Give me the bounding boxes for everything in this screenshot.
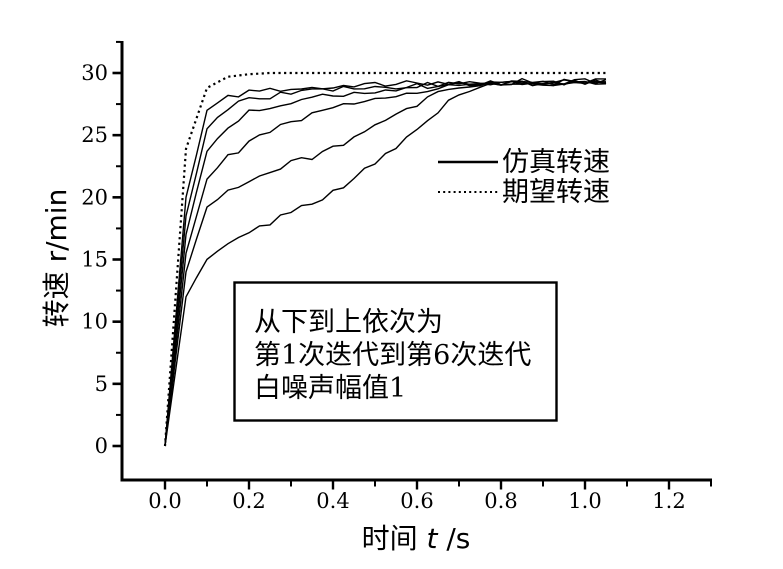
x-tick-label: 0.4 <box>316 489 349 513</box>
x-axis-label-variable: t <box>426 522 438 555</box>
y-axis-label: 转速 r/min <box>40 189 73 328</box>
curve-iteration-2 <box>164 78 607 447</box>
x-tick-label: 0.2 <box>232 489 265 513</box>
y-tick-label: 25 <box>81 123 108 147</box>
y-axis-label-cjk: 转速 <box>40 262 73 327</box>
y-tick-label: 0 <box>95 434 108 458</box>
y-axis-label-unit: r/min <box>40 189 73 263</box>
x-axis-label-unit: /s <box>446 522 470 555</box>
annotation-line-3: 白噪声幅值1 <box>254 373 406 404</box>
annotation-line-1: 从下到上依次为 <box>254 307 443 338</box>
y-tick-label: 30 <box>81 61 108 85</box>
legend-label-expected-speed: 期望转速 <box>502 177 610 208</box>
x-axis-label-cjk: 时间 <box>362 522 427 555</box>
axis-ticks <box>112 40 712 490</box>
axes <box>120 41 712 482</box>
legend-label-simulated-speed: 仿真转速 <box>502 147 610 178</box>
y-tick-label: 5 <box>95 372 108 396</box>
y-tick-label: 10 <box>81 310 108 334</box>
y-tick-label: 20 <box>81 185 108 209</box>
legend: 仿真转速 期望转速 <box>438 147 610 208</box>
axis-tick-labels: 0.0 0.2 0.4 0.6 0.8 1.0 1.2 0 5 10 15 20 25 30 <box>81 61 685 513</box>
annotation-box: 从下到上依次为 第1次迭代到第6次迭代 白噪声幅值1 <box>233 281 558 422</box>
curve-iteration-4 <box>164 78 607 447</box>
annotation-border <box>233 281 558 422</box>
x-tick-label: 0.8 <box>484 489 517 513</box>
x-axis-label: 时间 t /s <box>362 522 471 555</box>
y-tick-label: 15 <box>81 248 108 272</box>
x-tick-label: 1.2 <box>652 489 685 513</box>
x-tick-label: 0.6 <box>400 489 433 513</box>
annotation-line-2: 第1次迭代到第6次迭代 <box>254 340 531 371</box>
x-tick-label: 1.0 <box>568 489 601 513</box>
curve-iteration-6 <box>164 77 606 447</box>
curves <box>163 71 607 447</box>
x-tick-label: 0.0 <box>148 489 181 513</box>
curve-expected-speed <box>163 71 606 447</box>
